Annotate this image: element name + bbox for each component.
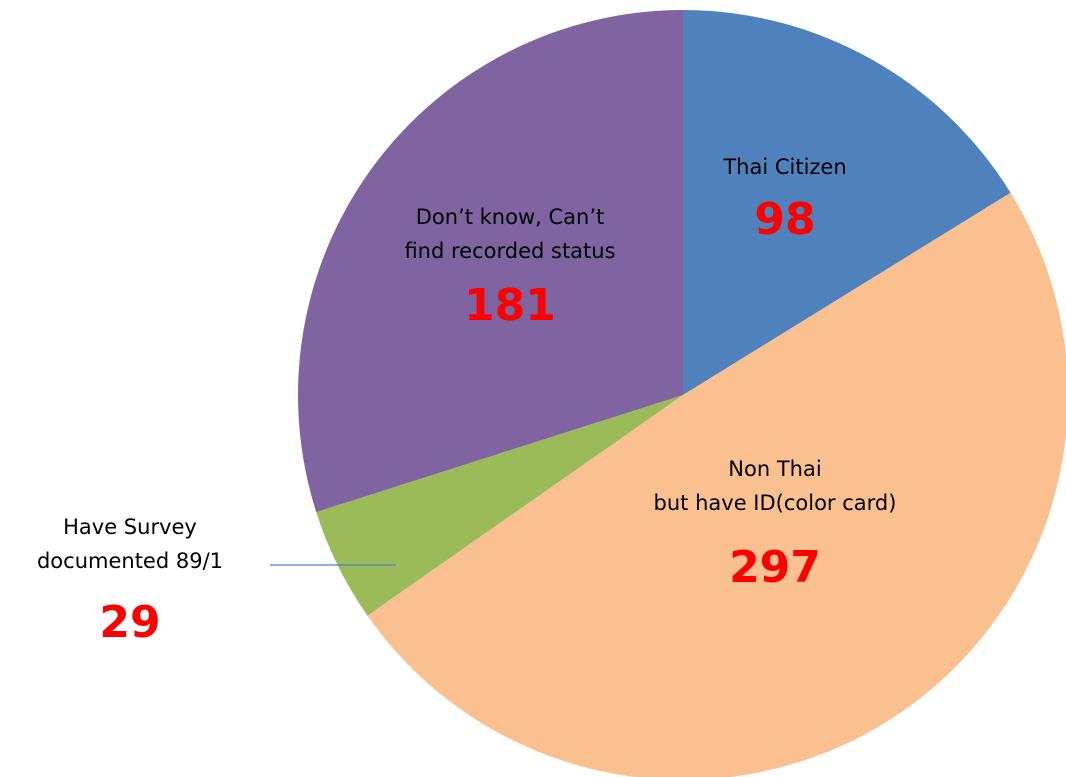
value-label: 181 bbox=[464, 280, 556, 331]
value-label: 297 bbox=[729, 542, 821, 593]
category-label: Non Thai but have ID(color card) bbox=[654, 457, 897, 515]
value-label: 98 bbox=[754, 194, 815, 245]
category-label: Thai Citizen bbox=[722, 155, 846, 179]
category-label: Don’t know, Can’t find recorded status bbox=[404, 205, 615, 263]
value-label: 29 bbox=[99, 597, 160, 648]
pie-slice bbox=[367, 192, 1066, 777]
pie-slice bbox=[316, 395, 683, 616]
pie-slice bbox=[298, 10, 683, 513]
category-label: Have Survey documented 89/1 bbox=[37, 515, 223, 573]
pie-slice bbox=[683, 10, 1011, 395]
